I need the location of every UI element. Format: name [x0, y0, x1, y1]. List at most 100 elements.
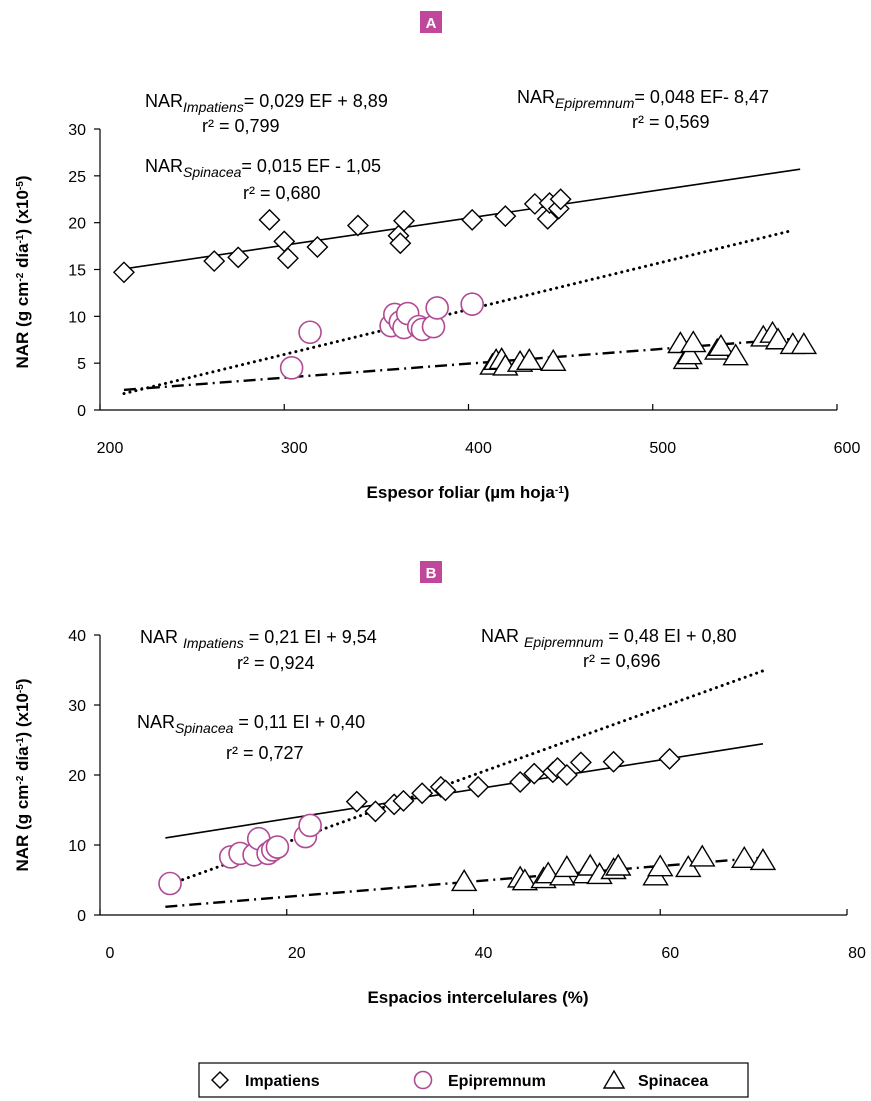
- legend: Impatiens Epipremnum Spinacea: [198, 1062, 749, 1098]
- panel-b-y-axis-title: NAR (g cm-2 día-1) (x10-5): [13, 678, 32, 871]
- panel-b-r2-impatiens: r² = 0,924: [237, 653, 315, 673]
- panel-b-point-spinacea: [647, 854, 674, 877]
- panel-b-r2-spinacea: r² = 0,727: [226, 743, 304, 763]
- panel-b-point-epipremnum: [265, 835, 290, 859]
- panel-a-point-epipremnum: [298, 320, 322, 345]
- panel-a-point-impatiens: [536, 207, 559, 230]
- panel-b-plot: 0 10 20 30 40 0 20 40 60 80: [68, 628, 866, 962]
- panel-a-point-impatiens: [227, 246, 250, 269]
- legend-marker-impatiens: [211, 1071, 229, 1089]
- panel-a-r2-epipremnum: r² = 0,569: [632, 112, 710, 132]
- panel-a-y-tick-label: 20: [68, 216, 86, 233]
- panel-b-point-impatiens: [658, 747, 681, 770]
- panel-a: A 0 5 10 15 20 25 30 200 300 400 500 600 NAR (g cm-…: [13, 11, 860, 502]
- panel-a-y-tick-label: 30: [68, 122, 86, 139]
- panel-a-point-impatiens: [494, 205, 517, 228]
- panel-a-point-impatiens: [203, 250, 226, 273]
- panel-a-equation-spinacea: NARSpinacea= 0,015 EF - 1,05: [145, 156, 381, 180]
- panel-a-point-impatiens: [393, 209, 416, 232]
- panel-b-x-tick-label: 40: [475, 945, 493, 962]
- panel-b-equation-epipremnum: NAR Epipremnum = 0,48 EI + 0,80: [481, 626, 737, 650]
- panel-b-x-axis-title: Espacios intercelulares (%): [367, 988, 588, 1007]
- panel-b-y-tick-label: 20: [68, 768, 86, 785]
- panel-a-y-tick-label: 5: [77, 356, 86, 373]
- panel-a-y-tick-label: 0: [77, 403, 86, 420]
- panel-a-point-spinacea: [707, 333, 735, 357]
- panel-b-x-tick-label: 80: [848, 945, 866, 962]
- panel-b-badge: [420, 561, 442, 583]
- panel-b-point-impatiens: [434, 779, 457, 802]
- panel-a-point-spinacea: [540, 348, 567, 371]
- panel-b-r2-epipremnum: r² = 0,696: [583, 651, 661, 671]
- panel-b-point-impatiens: [555, 764, 578, 786]
- panel-b-point-spinacea: [604, 853, 632, 876]
- panel-a-point-epipremnum: [279, 356, 304, 380]
- panel-b-point-impatiens: [364, 800, 387, 823]
- panel-b-x-tick-label: 0: [106, 945, 115, 962]
- panel-a-y-tick-label: 10: [68, 309, 86, 326]
- panel-a-point-impatiens: [276, 247, 299, 270]
- panel-a-point-epipremnum: [460, 292, 484, 316]
- panel-a-point-impatiens: [273, 230, 296, 253]
- legend-label-impatiens: Impatiens: [245, 1073, 320, 1090]
- legend-label-epipremnum: Epipremnum: [448, 1073, 546, 1090]
- panel-b-x-tick-label: 60: [661, 945, 679, 962]
- panel-b-point-impatiens: [523, 762, 546, 785]
- panel-a-r2-spinacea: r² = 0,680: [243, 183, 321, 203]
- panel-b-point-epipremnum: [298, 813, 322, 838]
- panel-a-point-spinacea: [680, 330, 707, 353]
- panel-a-point-spinacea: [516, 347, 543, 371]
- panel-b-badge-label: B: [426, 565, 437, 582]
- panel-a-point-impatiens: [112, 261, 135, 284]
- panel-a-point-epipremnum: [425, 296, 449, 320]
- panel-a-point-spinacea: [676, 342, 703, 365]
- panel-b-trendline-epipremnum: [163, 669, 765, 888]
- panel-a-x-tick-label: 200: [97, 440, 124, 457]
- panel-a-y-tick-label: 15: [68, 263, 86, 280]
- panel-b-y-tick-label: 30: [68, 698, 86, 715]
- legend-marker-epipremnum: [413, 1070, 433, 1090]
- panel-a-point-impatiens: [346, 214, 369, 237]
- panel-b-point-spinacea: [731, 845, 758, 868]
- panel-a-point-impatiens: [389, 232, 412, 255]
- panel-a-y-tick-label: 25: [68, 169, 86, 186]
- panel-a-point-spinacea: [790, 332, 818, 355]
- panel-b-equation-spinacea: NARSpinacea = 0,11 EI + 0,40: [137, 712, 365, 736]
- panel-a-badge-label: A: [426, 15, 437, 32]
- legend-marker-spinacea: [602, 1069, 626, 1089]
- panel-a-point-impatiens: [461, 208, 484, 231]
- panel-b-point-spinacea: [553, 855, 581, 878]
- panel-b-x-tick-label: 20: [288, 945, 306, 962]
- legend-label-spinacea: Spinacea: [638, 1073, 708, 1090]
- panel-a-plot: 0 5 10 15 20 25 30 200 300 400 500 600: [68, 122, 860, 457]
- panel-b-point-impatiens: [411, 782, 434, 805]
- legend-items: Impatiens Epipremnum Spinacea: [211, 1069, 708, 1090]
- panel-a-trendline-epipremnum: [122, 229, 793, 396]
- panel-b-point-epipremnum: [158, 871, 182, 896]
- panel-a-x-tick-label: 600: [834, 440, 861, 457]
- panel-b-point-impatiens: [345, 790, 368, 813]
- panel-a-point-impatiens: [306, 236, 329, 259]
- panel-a-x-axis-title: Espesor foliar (µm hoja-1): [367, 483, 570, 502]
- panel-a-equation-impatiens: NARImpatiens= 0,029 EF + 8,89: [145, 91, 388, 115]
- panel-b-y-tick-label: 0: [77, 908, 86, 925]
- panel-b-point-impatiens: [509, 771, 532, 793]
- panel-b: B 0 10 20 30 40 0 20 40 60 80 NAR (g cm-2 día-1) …: [13, 561, 866, 1007]
- legend-box: [198, 1062, 749, 1098]
- panel-b-point-spinacea: [450, 869, 478, 892]
- panel-b-y-tick-label: 10: [68, 838, 86, 855]
- panel-a-point-spinacea: [722, 343, 749, 366]
- panel-b-point-spinacea: [749, 848, 777, 871]
- panel-b-point-impatiens: [392, 789, 415, 812]
- panel-a-point-impatiens: [258, 208, 281, 231]
- panel-b-point-impatiens: [569, 751, 592, 774]
- panel-b-point-spinacea: [689, 844, 716, 867]
- panel-a-badge: [420, 11, 442, 33]
- panel-a-x-tick-label: 500: [649, 440, 676, 457]
- panel-b-y-tick-label: 40: [68, 628, 86, 645]
- panel-a-y-axis-title: NAR (g cm-2 día-1) (x10-5): [13, 175, 32, 368]
- panel-a-x-tick-label: 300: [281, 440, 308, 457]
- panel-a-r2-impatiens: r² = 0,799: [202, 116, 280, 136]
- panel-b-point-impatiens: [602, 750, 625, 773]
